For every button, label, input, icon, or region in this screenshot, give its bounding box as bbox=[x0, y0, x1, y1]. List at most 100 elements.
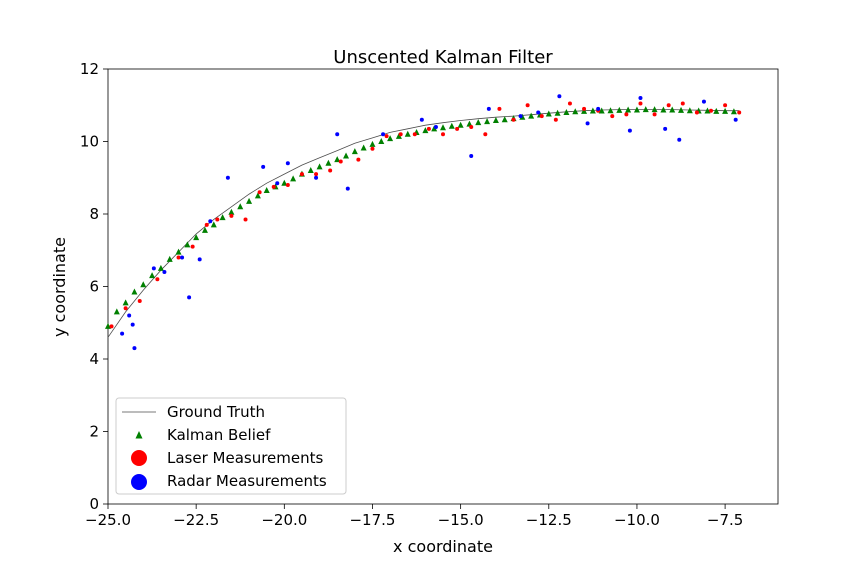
radar-measurement-point bbox=[518, 114, 523, 119]
legend-ground-truth-label: Ground Truth bbox=[167, 403, 265, 421]
laser-measurement-point bbox=[709, 108, 713, 113]
laser-measurement-point bbox=[215, 217, 220, 222]
radar-measurement-point bbox=[275, 181, 280, 186]
radar-measurement-point bbox=[261, 164, 266, 169]
kalman-belief-point bbox=[228, 208, 235, 215]
laser-measurement-point bbox=[582, 106, 587, 111]
radar-measurement-point bbox=[127, 313, 132, 318]
x-tick-label: −17.5 bbox=[349, 511, 395, 529]
laser-measurement-point bbox=[737, 110, 742, 115]
radar-measurement-point bbox=[627, 128, 632, 133]
radar-measurement-point bbox=[151, 266, 156, 271]
laser-measurement-point bbox=[398, 132, 403, 137]
laser-measurement-point bbox=[257, 190, 262, 195]
y-tick-label: 2 bbox=[89, 423, 99, 441]
radar-measurement-point bbox=[663, 126, 668, 131]
laser-measurement-point bbox=[314, 172, 319, 177]
laser-measurement-point bbox=[539, 114, 544, 119]
radar-measurement-point bbox=[638, 96, 643, 100]
y-tick-label: 10 bbox=[80, 133, 99, 151]
kalman-belief-point bbox=[307, 167, 314, 173]
laser-measurement-point bbox=[694, 110, 699, 115]
laser-measurement-point bbox=[455, 126, 460, 131]
kalman-belief-point bbox=[616, 106, 623, 113]
laser-measurement-point bbox=[123, 306, 128, 311]
legend-kalman-swatch bbox=[135, 431, 143, 439]
kalman-belief-point bbox=[598, 107, 605, 114]
kalman-belief-point bbox=[554, 109, 561, 116]
kalman-belief-point bbox=[581, 107, 588, 114]
radar-measurement-point bbox=[132, 346, 137, 351]
laser-measurement-point bbox=[176, 255, 181, 260]
y-tick-label: 6 bbox=[89, 278, 99, 296]
radar-measurement-point bbox=[187, 295, 192, 300]
chart-title: Unscented Kalman Filter bbox=[333, 47, 553, 68]
x-axis-ticks: −25.0 −22.5 −20.0 −17.5 −15.0 −12.5 −10.0 −7.5 bbox=[85, 504, 743, 529]
laser-measurement-point bbox=[285, 183, 290, 187]
y-tick-label: 0 bbox=[89, 495, 99, 513]
kalman-belief-point bbox=[633, 106, 640, 113]
kalman-belief-point bbox=[669, 106, 676, 113]
laser-measurement-point bbox=[137, 299, 142, 303]
kalman-belief-point bbox=[175, 248, 182, 255]
kalman-belief-point bbox=[122, 299, 129, 306]
kalman-belief-point bbox=[528, 112, 535, 119]
laser-measurement-point bbox=[652, 112, 657, 117]
kalman-belief-point bbox=[484, 118, 491, 125]
kalman-belief-point bbox=[395, 132, 402, 139]
kalman-belief-point bbox=[140, 281, 147, 288]
kalman-belief-point bbox=[201, 226, 208, 233]
y-tick-label: 12 bbox=[80, 60, 99, 78]
kalman-belief-point bbox=[343, 152, 350, 159]
laser-layer bbox=[109, 101, 742, 329]
x-axis-label: x coordinate bbox=[393, 537, 493, 556]
kalman-layer bbox=[105, 106, 737, 329]
y-axis-ticks: 0 2 4 6 8 10 12 bbox=[80, 60, 108, 513]
radar-measurement-point bbox=[225, 175, 230, 180]
kalman-belief-point bbox=[149, 272, 156, 279]
laser-measurement-point bbox=[271, 184, 276, 189]
kalman-belief-point bbox=[166, 255, 173, 262]
laser-measurement-point bbox=[511, 117, 516, 122]
kalman-belief-point bbox=[625, 106, 632, 113]
kalman-belief-point bbox=[378, 138, 385, 144]
laser-measurement-point bbox=[370, 146, 375, 151]
laser-measurement-point bbox=[469, 125, 474, 129]
kalman-belief-point bbox=[492, 116, 499, 123]
radar-measurement-point bbox=[381, 132, 386, 137]
laser-measurement-point bbox=[680, 101, 685, 106]
kalman-belief-point bbox=[422, 127, 429, 134]
laser-measurement-point bbox=[553, 117, 558, 122]
kalman-belief-point bbox=[642, 106, 649, 113]
laser-measurement-point bbox=[155, 277, 160, 282]
radar-measurement-point bbox=[733, 117, 738, 122]
kalman-belief-point bbox=[210, 221, 217, 228]
kalman-belief-point bbox=[457, 121, 464, 128]
radar-measurement-point bbox=[130, 322, 135, 327]
kalman-belief-point bbox=[246, 197, 253, 204]
laser-measurement-point bbox=[441, 132, 445, 137]
kalman-belief-point bbox=[660, 106, 667, 113]
radar-measurement-point bbox=[120, 331, 125, 336]
kalman-belief-point bbox=[730, 108, 737, 115]
legend-kalman-label: Kalman Belief bbox=[167, 426, 271, 444]
radar-measurement-point bbox=[162, 270, 167, 274]
laser-measurement-point bbox=[666, 103, 671, 108]
laser-measurement-point bbox=[356, 157, 361, 162]
kalman-belief-point bbox=[290, 175, 297, 182]
laser-measurement-point bbox=[190, 244, 195, 249]
x-tick-label: −22.5 bbox=[173, 511, 219, 529]
kalman-belief-point bbox=[572, 108, 579, 115]
legend-radar-swatch bbox=[131, 474, 147, 490]
radar-measurement-point bbox=[486, 106, 491, 111]
kalman-belief-point bbox=[334, 156, 341, 163]
kalman-belief-point bbox=[686, 107, 693, 114]
radar-measurement-point bbox=[585, 121, 590, 126]
kalman-belief-point bbox=[254, 192, 261, 199]
kalman-belief-point bbox=[440, 124, 446, 131]
radar-measurement-point bbox=[557, 94, 562, 99]
laser-measurement-point bbox=[483, 132, 488, 137]
laser-measurement-point bbox=[299, 172, 304, 177]
kalman-belief-point bbox=[589, 107, 596, 114]
kalman-belief-point bbox=[316, 163, 323, 170]
